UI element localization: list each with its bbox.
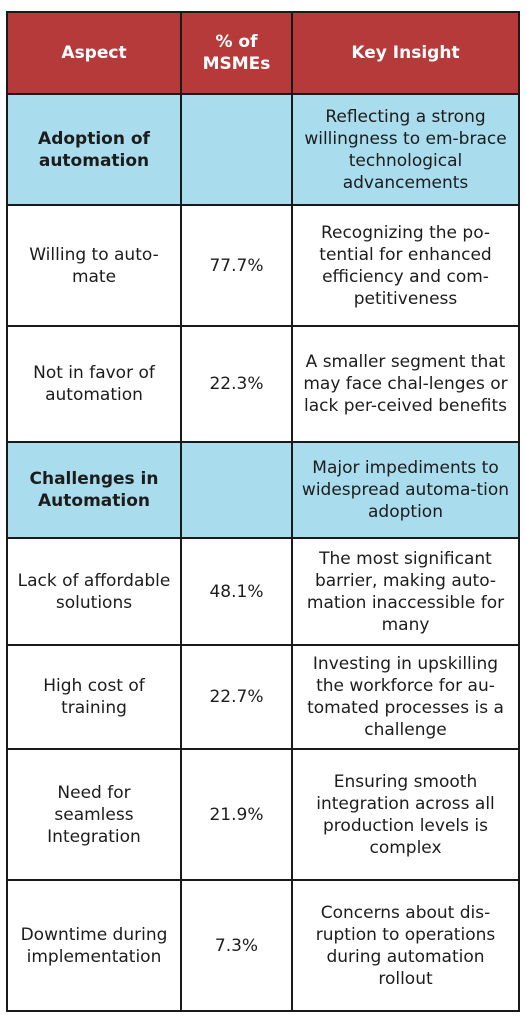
aspect-cell: Adoption of automation <box>6 93 182 206</box>
msme-automation-table: Aspect % of MSMEs Key Insight Adoption o… <box>6 11 520 1012</box>
insight-cell: Ensuring smooth integration across all p… <box>291 748 520 881</box>
insight-cell: A smaller segment that may face chal-len… <box>291 325 520 443</box>
insight-cell: Recognizing the po-tential for enhanced … <box>291 204 520 327</box>
pct-cell: 7.3% <box>180 879 293 1012</box>
table-row: Not in favor of automation 22.3% A small… <box>6 325 520 443</box>
aspect-cell: Not in favor of automation <box>6 325 182 443</box>
insight-cell: Major impediments to widespread automa-t… <box>291 441 520 539</box>
insight-cell: Concerns about dis-ruption to operations… <box>291 879 520 1012</box>
header-insight: Key Insight <box>291 11 520 95</box>
table-row: Willing to auto-mate 77.7% Recognizing t… <box>6 204 520 327</box>
insight-cell: Investing in upskilling the workforce fo… <box>291 644 520 750</box>
header-pct: % of MSMEs <box>180 11 293 95</box>
aspect-cell: High cost of training <box>6 644 182 750</box>
table-row: High cost of training 22.7% Investing in… <box>6 644 520 750</box>
section-row-adoption: Adoption of automation Reflecting a stro… <box>6 93 520 206</box>
pct-cell: 48.1% <box>180 537 293 646</box>
aspect-cell: Challenges in Automation <box>6 441 182 539</box>
pct-cell: 21.9% <box>180 748 293 881</box>
header-row: Aspect % of MSMEs Key Insight <box>6 11 520 95</box>
pct-cell <box>180 441 293 539</box>
aspect-cell: Lack of affordable solutions <box>6 537 182 646</box>
section-row-challenges: Challenges in Automation Major impedimen… <box>6 441 520 539</box>
aspect-cell: Willing to auto-mate <box>6 204 182 327</box>
pct-cell: 22.7% <box>180 644 293 750</box>
pct-cell <box>180 93 293 206</box>
table-row: Downtime during implementation 7.3% Conc… <box>6 879 520 1012</box>
header-aspect: Aspect <box>6 11 182 95</box>
pct-cell: 77.7% <box>180 204 293 327</box>
insight-cell: The most significant barrier, making aut… <box>291 537 520 646</box>
aspect-cell: Need for seamless Integration <box>6 748 182 881</box>
table-row: Need for seamless Integration 21.9% Ensu… <box>6 748 520 881</box>
pct-cell: 22.3% <box>180 325 293 443</box>
table-row: Lack of affordable solutions 48.1% The m… <box>6 537 520 646</box>
insight-cell: Reflecting a strong willingness to em-br… <box>291 93 520 206</box>
aspect-cell: Downtime during implementation <box>6 879 182 1012</box>
